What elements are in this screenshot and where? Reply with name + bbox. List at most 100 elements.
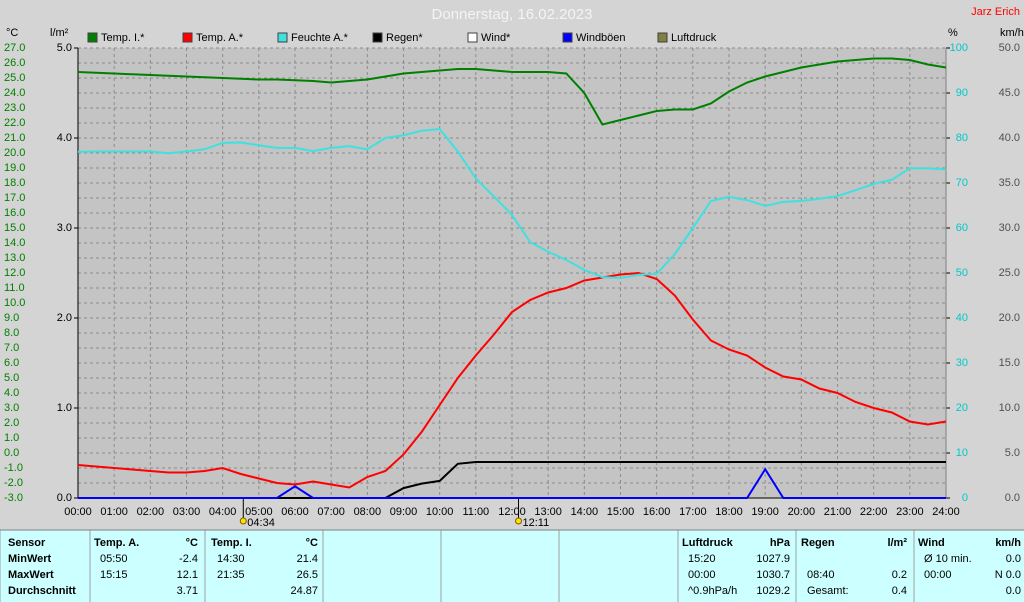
series-line [77,271,947,489]
tick-label: 15.0 [999,357,1020,369]
tick-label: 0.0 [4,447,19,459]
tick-label: 40.0 [999,132,1020,144]
cell-time: 08:40 [807,569,835,581]
tick-label: 23.0 [4,102,25,114]
tick-label: 20.0 [999,312,1020,324]
legend-label: Feuchte A.* [291,32,349,44]
x-tick-label: 06:00 [281,506,309,518]
tick-label: 25.0 [999,267,1020,279]
cell-value: 24.87 [290,585,318,597]
series-line [78,467,946,499]
tick-label: -3.0 [4,492,23,504]
tick-label: 10.0 [4,297,25,309]
marker-icon [239,517,247,525]
tick-label: 0.0 [1005,492,1020,504]
tick-label: 15.0 [4,222,25,234]
tick-label: 16.0 [4,207,25,219]
axis-unit: km/h [1000,27,1024,39]
author: Jarz Erich [971,6,1020,18]
legend-swatch [657,32,668,43]
group-name: Luftdruck [682,537,734,549]
row-label: Durchschnitt [8,585,76,597]
tick-label: 24.0 [4,87,25,99]
tick-label: 12.0 [4,267,25,279]
tick-label: 2.0 [57,312,72,324]
x-tick-label: 03:00 [173,506,201,518]
tick-label: 5.0 [57,42,72,54]
tick-label: 3.0 [4,402,19,414]
series-line [77,127,947,280]
tick-label: 14.0 [4,237,25,249]
legend-label: Temp. A.* [196,32,244,44]
tick-label: 6.0 [4,357,19,369]
x-tick-label: 18:00 [715,506,743,518]
axis-unit: °C [6,27,18,39]
tick-label: 0.0 [57,492,72,504]
x-tick-label: 15:00 [607,506,635,518]
x-tick-label: 09:00 [390,506,418,518]
x-tick-label: 23:00 [896,506,924,518]
cell-value: N 0.0 [995,569,1021,581]
legend-swatch [87,32,98,43]
tick-label: 10.0 [999,402,1020,414]
group-unit: °C [186,537,198,549]
cell-value: 0.0 [1006,585,1021,597]
x-tick-label: 11:00 [462,506,489,518]
tick-label: 11.0 [4,282,25,294]
tick-label: 1.0 [4,432,19,444]
legend-swatch [372,32,383,43]
tick-label: 4.0 [4,387,19,399]
cell-time: 21:35 [217,569,245,581]
tick-label: 3.0 [57,222,72,234]
legend-label: Regen* [386,32,423,44]
group-unit: °C [306,537,318,549]
legend-label: Temp. I.* [101,32,145,44]
x-tick-label: 04:00 [209,506,237,518]
x-tick-label: 02:00 [137,506,165,518]
tick-label: 22.0 [4,117,25,129]
cell-time: Ø 10 min. [924,553,972,565]
tick-label: 0 [962,492,968,504]
x-tick-label: 19:00 [751,506,779,518]
legend-swatch [467,32,478,43]
x-tick-label: 21:00 [824,506,852,518]
marker-label: 04:34 [247,517,275,529]
tick-label: 2.0 [4,417,19,429]
legend-label: Luftdruck [671,32,717,44]
series-line [77,57,947,126]
x-tick-label: 10:00 [426,506,454,518]
row-label: Sensor [8,537,46,549]
tick-label: 7.0 [4,342,19,354]
cell-time: 05:50 [100,553,128,565]
cell-time: 00:00 [688,569,716,581]
tick-label: -1.0 [4,462,23,474]
x-tick-label: 00:00 [64,506,92,518]
cell-time: 15:15 [100,569,128,581]
tick-label: 5.0 [4,372,19,384]
cell-value: 1030.7 [756,569,790,581]
tick-label: 5.0 [1005,447,1020,459]
tick-label: 26.0 [4,57,25,69]
cell-time: Gesamt: [807,585,849,597]
x-tick-label: 16:00 [643,506,671,518]
tick-label: 17.0 [4,192,25,204]
stats-table [0,530,1024,602]
tick-label: 90 [956,87,968,99]
marker-icon [515,517,523,525]
legend-swatch [562,32,573,43]
group-unit: l/m² [887,537,907,549]
axis-unit: l/m² [50,27,69,39]
tick-label: 21.0 [4,132,25,144]
x-tick-label: 07:00 [317,506,345,518]
tick-label: 13.0 [4,252,25,264]
cell-value: 1027.9 [756,553,790,565]
row-label: MinWert [8,553,52,565]
tick-label: 30 [956,357,968,369]
tick-label: 18.0 [4,177,25,189]
cell-value: 21.4 [297,553,318,565]
legend-label: Windböen [576,32,626,44]
tick-label: 27.0 [4,42,25,54]
group-unit: hPa [770,537,791,549]
legend-label: Wind* [481,32,511,44]
cell-time: 00:00 [924,569,952,581]
